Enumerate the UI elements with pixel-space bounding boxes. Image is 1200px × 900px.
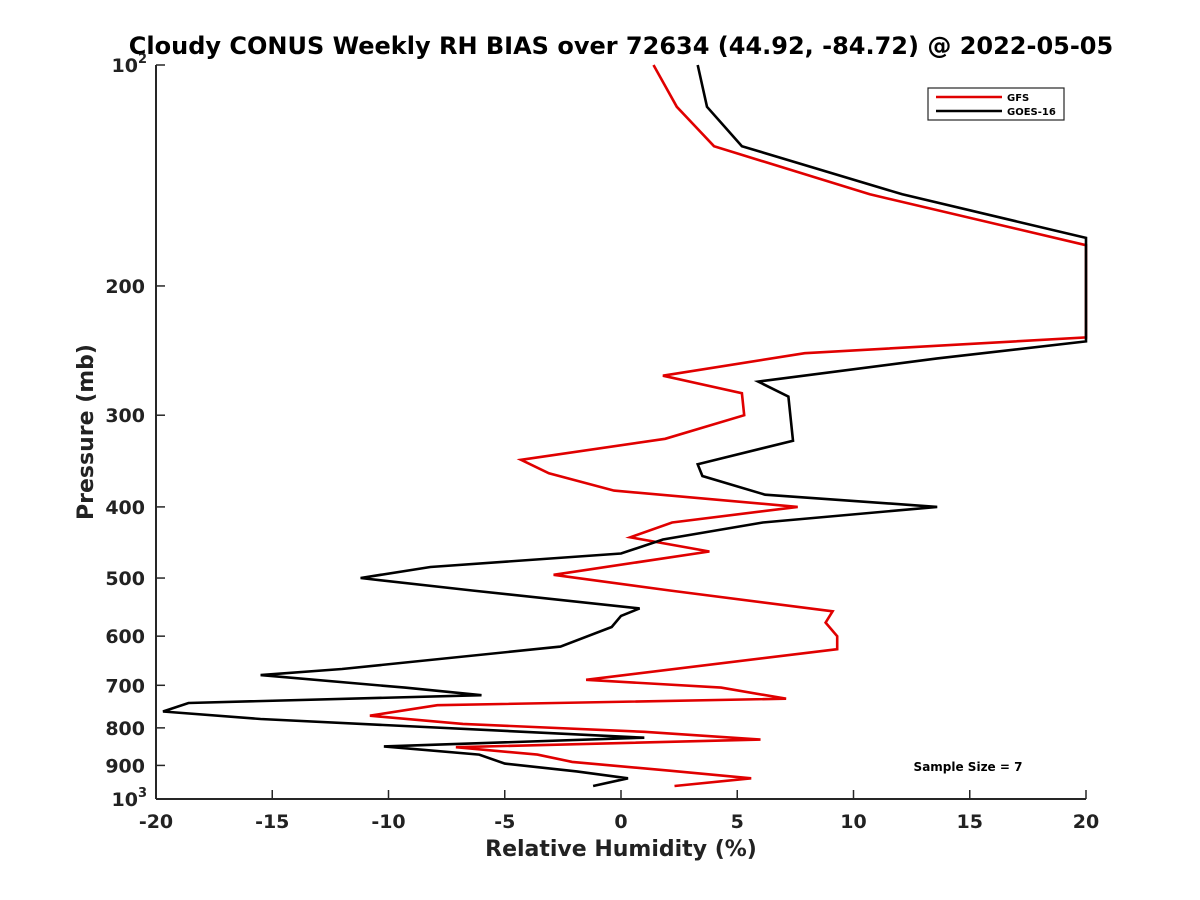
y-tick-label: 300 — [105, 405, 145, 427]
x-tick-label: -20 — [139, 811, 173, 833]
chart-title: Cloudy CONUS Weekly RH BIAS over 72634 (… — [129, 32, 1113, 60]
series-line-gfs — [369, 64, 1088, 788]
legend-label-goes16: GOES-16 — [1007, 107, 1056, 118]
y-tick-label: 200 — [105, 276, 145, 298]
y-axis-label: Pressure (mb) — [74, 344, 99, 520]
series-layer — [162, 64, 1088, 788]
x-axis-label: Relative Humidity (%) — [485, 837, 757, 862]
y-tick-label: 900 — [105, 755, 145, 777]
x-tick-label: 10 — [840, 811, 866, 833]
x-tick-label: -15 — [255, 811, 289, 833]
sample-size-annotation: Sample Size = 7 — [914, 760, 1023, 774]
y-tick-label: 800 — [105, 718, 145, 740]
y-tick-label: 700 — [105, 675, 145, 697]
x-tick-label: 15 — [957, 811, 983, 833]
x-tick-label: -5 — [494, 811, 515, 833]
x-tick-label: -10 — [371, 811, 405, 833]
legend-box — [927, 87, 1065, 121]
x-ticks: -20 -15 -10 -5 0 5 10 15 20 — [139, 790, 1099, 833]
y-tick-label: 400 — [105, 497, 145, 519]
y-ticks: 102 200 300 400 500 600 700 800 900 103 — [105, 52, 165, 811]
x-tick-label: 20 — [1073, 811, 1099, 833]
legend-label-gfs: GFS — [1007, 93, 1029, 104]
series-line-goes16 — [162, 64, 1088, 788]
y-tick-label: 600 — [105, 626, 145, 648]
y-tick-label: 500 — [105, 568, 145, 590]
legend: GFS GOES-16 — [927, 87, 1065, 121]
y-tick-label: 102 — [112, 52, 148, 77]
plot-area — [156, 65, 1086, 799]
x-tick-label: 0 — [614, 811, 627, 833]
x-tick-label: 5 — [731, 811, 744, 833]
y-tick-label: 103 — [112, 786, 148, 811]
